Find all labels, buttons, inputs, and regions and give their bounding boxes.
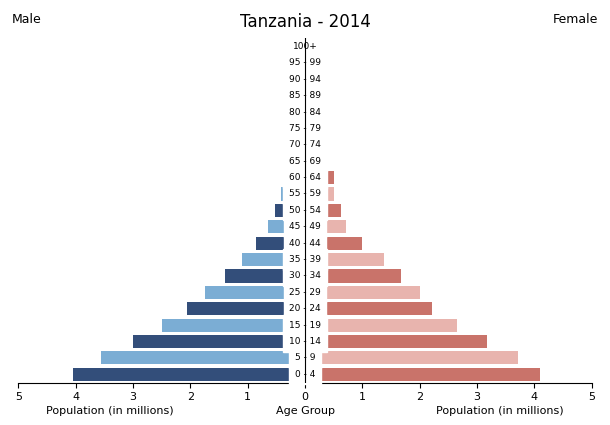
Text: 85 - 89: 85 - 89 [289, 91, 321, 100]
Text: 60 - 64: 60 - 64 [289, 173, 321, 182]
Text: 80 - 84: 80 - 84 [289, 108, 321, 116]
Bar [302, 73, 305, 86]
Text: Population (in millions): Population (in millions) [46, 406, 174, 416]
Bar [305, 138, 320, 151]
Text: 100+: 100+ [293, 42, 317, 51]
Text: 0 - 4: 0 - 4 [295, 370, 315, 379]
Bar [224, 269, 305, 283]
Bar [305, 269, 401, 283]
Text: 45 - 49: 45 - 49 [289, 222, 321, 231]
Text: 25 - 29: 25 - 29 [289, 288, 321, 297]
Bar [275, 204, 305, 217]
Bar [300, 89, 305, 102]
Text: 55 - 59: 55 - 59 [289, 190, 321, 198]
Text: 95 - 99: 95 - 99 [289, 58, 321, 67]
Bar [305, 237, 362, 250]
Bar [205, 286, 305, 299]
Bar [162, 319, 305, 332]
Text: 75 - 79: 75 - 79 [289, 124, 321, 133]
Bar [305, 351, 518, 365]
Bar [305, 171, 334, 184]
Text: 5 - 9: 5 - 9 [295, 354, 315, 363]
Bar [295, 122, 305, 135]
Bar [298, 105, 305, 119]
Text: Population (in millions): Population (in millions) [436, 406, 564, 416]
Text: 30 - 34: 30 - 34 [289, 272, 321, 280]
Bar [305, 319, 457, 332]
Bar [305, 56, 307, 69]
Text: 15 - 19: 15 - 19 [289, 320, 321, 330]
Text: 35 - 39: 35 - 39 [289, 255, 321, 264]
Bar [305, 155, 325, 168]
Text: 90 - 94: 90 - 94 [289, 75, 321, 84]
Bar [304, 40, 305, 53]
Bar [305, 253, 384, 266]
Bar [305, 335, 487, 348]
Text: 65 - 69: 65 - 69 [289, 157, 321, 166]
Bar [101, 351, 305, 365]
Bar [133, 335, 305, 348]
Bar [305, 187, 334, 201]
Bar [305, 368, 540, 381]
Text: 10 - 14: 10 - 14 [289, 337, 321, 346]
Bar [305, 73, 308, 86]
Bar [268, 220, 305, 233]
Bar [305, 204, 340, 217]
Bar [281, 187, 305, 201]
Bar [305, 302, 432, 315]
Text: 50 - 54: 50 - 54 [289, 206, 321, 215]
Text: 70 - 74: 70 - 74 [289, 140, 321, 149]
Bar [292, 138, 305, 151]
Bar [289, 155, 305, 168]
Bar [305, 220, 346, 233]
Text: Male: Male [12, 13, 42, 26]
Text: 40 - 44: 40 - 44 [289, 239, 321, 248]
Text: Age Group: Age Group [276, 406, 334, 416]
Bar [305, 105, 313, 119]
Bar [285, 171, 305, 184]
Bar [305, 122, 317, 135]
Bar [242, 253, 305, 266]
Text: Female: Female [553, 13, 598, 26]
Bar [305, 89, 310, 102]
Bar [256, 237, 305, 250]
Bar [187, 302, 305, 315]
Bar [73, 368, 305, 381]
Bar [305, 286, 420, 299]
Text: Tanzania - 2014: Tanzania - 2014 [240, 13, 370, 31]
Text: 20 - 24: 20 - 24 [289, 304, 321, 313]
Bar [303, 56, 305, 69]
Bar [305, 40, 306, 53]
